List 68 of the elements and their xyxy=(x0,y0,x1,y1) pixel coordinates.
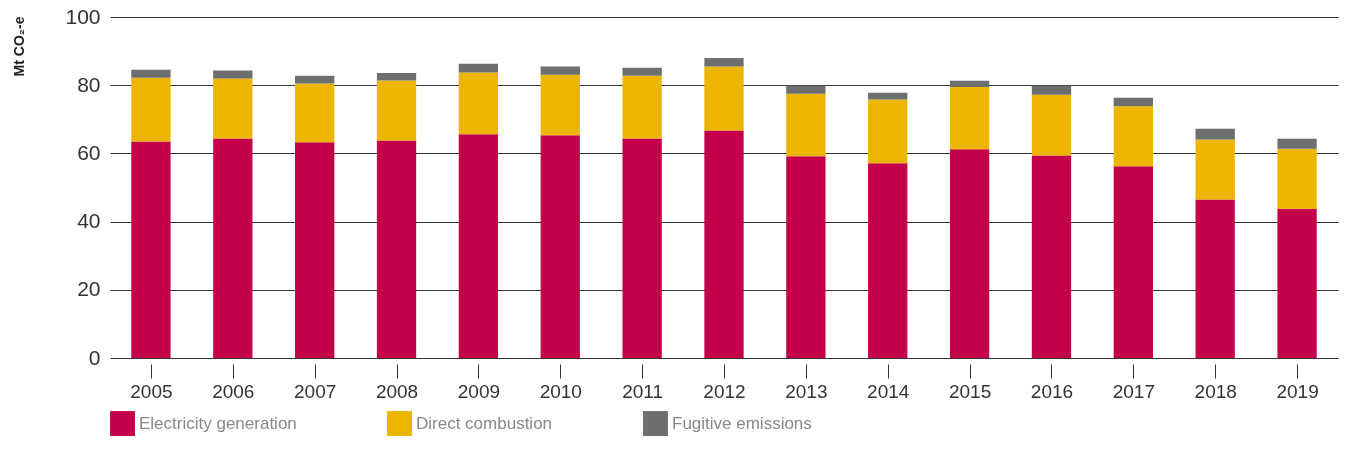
bar xyxy=(540,74,580,136)
x-tick-label: 2013 xyxy=(785,380,828,402)
bar xyxy=(376,80,417,141)
bar xyxy=(949,80,990,87)
x-tick-label: 2007 xyxy=(294,380,337,402)
bar xyxy=(786,85,826,94)
legend-label: Direct combustion xyxy=(416,413,553,433)
bar xyxy=(786,156,826,358)
bar xyxy=(131,141,171,358)
y-tick-label: 100 xyxy=(65,4,101,28)
bar xyxy=(622,75,662,139)
x-tick-label: 2018 xyxy=(1194,380,1237,402)
bar xyxy=(868,92,908,100)
bar xyxy=(1031,85,1072,95)
bar xyxy=(458,63,499,73)
x-tick-label: 2005 xyxy=(130,380,173,402)
x-tick-label: 2017 xyxy=(1112,380,1155,402)
bar xyxy=(458,72,499,135)
x-tick-label: 2008 xyxy=(375,380,419,402)
x-tick-label: 2015 xyxy=(948,380,992,402)
bar xyxy=(295,83,335,143)
y-axis-title: Mt CO₂-e xyxy=(10,16,27,77)
y-tick-label: 0 xyxy=(88,345,101,369)
y-tick-label: 40 xyxy=(77,209,101,233)
x-tick-label: 2012 xyxy=(703,380,746,402)
x-tick-label: 2009 xyxy=(457,380,501,402)
bar xyxy=(1031,94,1072,156)
bar xyxy=(868,99,908,164)
bar xyxy=(1277,138,1317,149)
bar xyxy=(1113,166,1153,358)
bar xyxy=(1113,97,1153,107)
bar xyxy=(1113,106,1153,167)
legend-label: Electricity generation xyxy=(139,413,297,433)
x-tick-label: 2011 xyxy=(622,380,664,402)
bar xyxy=(622,138,662,358)
bar xyxy=(1195,199,1235,358)
bar xyxy=(786,93,826,157)
x-tick-label: 2019 xyxy=(1276,380,1319,402)
bar xyxy=(540,135,580,358)
y-tick-label: 20 xyxy=(77,277,101,301)
bar xyxy=(131,77,171,142)
bar xyxy=(213,78,253,139)
bar xyxy=(458,134,499,358)
bar xyxy=(1195,139,1235,200)
bar xyxy=(376,140,417,358)
bar xyxy=(868,163,908,358)
bar xyxy=(131,69,171,78)
bar xyxy=(1277,148,1317,209)
bar xyxy=(949,86,990,150)
x-tick-label: 2010 xyxy=(539,380,582,402)
bar xyxy=(704,57,744,67)
bar xyxy=(1195,128,1235,140)
bar xyxy=(376,72,417,81)
bar xyxy=(540,66,580,75)
y-tick-label: 80 xyxy=(77,72,101,96)
x-tick-label: 2006 xyxy=(212,380,255,402)
bar xyxy=(1277,208,1317,358)
bar xyxy=(622,67,662,76)
bar xyxy=(949,149,990,358)
bar xyxy=(704,66,744,131)
bar xyxy=(704,130,744,358)
legend-label: Fugitive emissions xyxy=(672,413,812,433)
y-tick-label: 60 xyxy=(77,140,101,164)
bar xyxy=(295,142,335,358)
bar xyxy=(1031,155,1072,358)
x-tick-label: 2014 xyxy=(867,380,910,402)
bar xyxy=(213,138,253,358)
x-tick-label: 2016 xyxy=(1030,380,1074,402)
